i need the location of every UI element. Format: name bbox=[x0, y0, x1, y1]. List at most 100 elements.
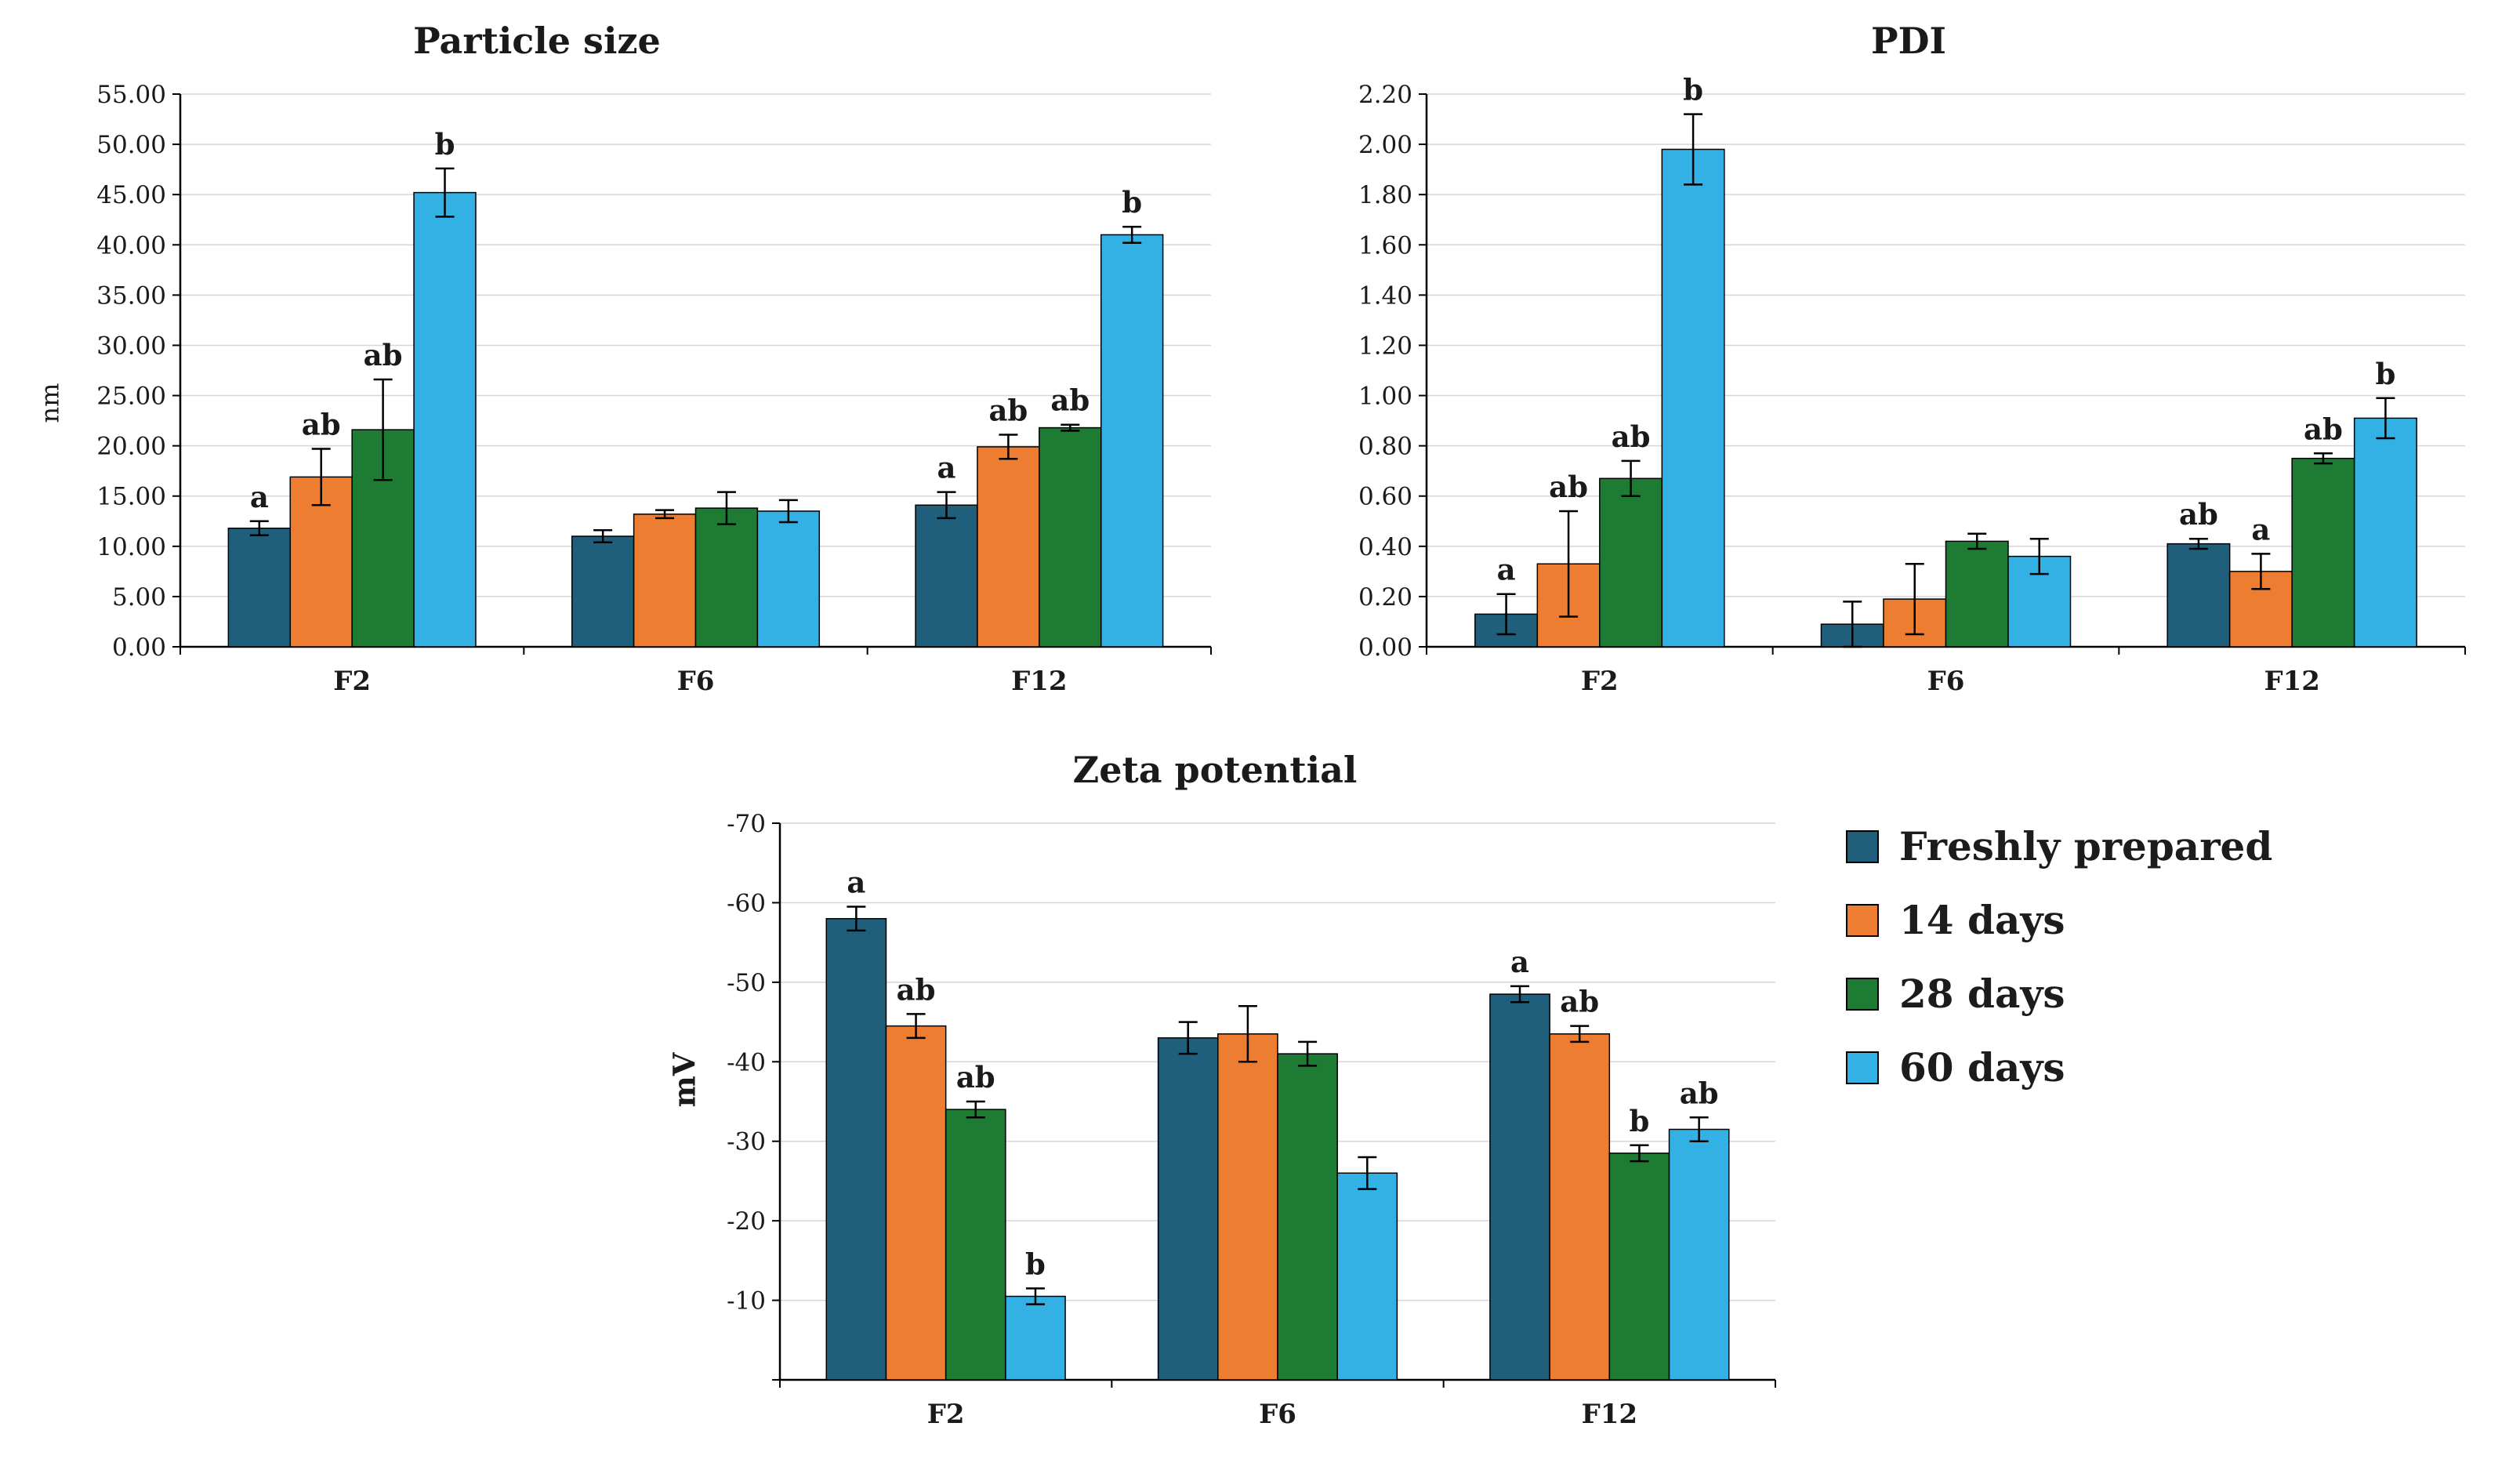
significance-letter: ab bbox=[956, 1060, 995, 1094]
significance-letter: b bbox=[435, 127, 455, 162]
zeta-potential-y-axis-label: mV bbox=[666, 1052, 702, 1108]
y-tick-label: 40.00 bbox=[96, 231, 166, 260]
y-tick-label: 0.40 bbox=[1358, 533, 1412, 561]
y-tick-label: 1.20 bbox=[1358, 332, 1412, 360]
legend-label: 14 days bbox=[1899, 897, 2065, 943]
bar bbox=[1039, 426, 1102, 648]
significance-letter: a bbox=[1497, 553, 1516, 587]
y-tick-label: 0.00 bbox=[1358, 633, 1412, 662]
bar bbox=[825, 917, 887, 1381]
category-label: F12 bbox=[1582, 1399, 1637, 1430]
bar bbox=[1277, 1053, 1338, 1381]
category-label: F6 bbox=[1259, 1399, 1296, 1430]
y-tick-label: 2.00 bbox=[1358, 131, 1412, 159]
y-tick-label: 50.00 bbox=[96, 131, 166, 159]
y-tick-label: 0.60 bbox=[1358, 483, 1412, 511]
zeta-potential-chart: Zeta potential -10 -20 -30 -40 -50 -60 -70 F2 F6… bbox=[651, 741, 1818, 1462]
y-tick-label: -60 bbox=[727, 889, 766, 917]
bar bbox=[1489, 993, 1550, 1381]
significance-letter: ab bbox=[1680, 1076, 1719, 1110]
bar bbox=[1661, 148, 1725, 648]
legend-item-60-days: 60 days bbox=[1846, 1048, 2272, 1087]
y-tick-label: 10.00 bbox=[96, 533, 166, 561]
legend-label: 28 days bbox=[1899, 971, 2065, 1017]
significance-letter: ab bbox=[1050, 383, 1090, 418]
y-tick-label: 35.00 bbox=[96, 281, 166, 310]
y-tick-label: -70 bbox=[727, 810, 766, 838]
category-label: F12 bbox=[1011, 666, 1067, 697]
zeta-potential-chart-title: Zeta potential bbox=[1072, 749, 1358, 791]
significance-letter: b bbox=[1629, 1104, 1649, 1138]
bar bbox=[1005, 1295, 1066, 1381]
y-tick-label: -20 bbox=[727, 1207, 766, 1236]
significance-letter: ab bbox=[2304, 412, 2343, 446]
significance-letter: b bbox=[1025, 1247, 1046, 1281]
y-tick-label: 15.00 bbox=[96, 483, 166, 511]
category-label: F2 bbox=[1581, 666, 1619, 697]
legend-swatch-freshly-prepared bbox=[1846, 830, 1879, 863]
legend-swatch-14-days bbox=[1846, 904, 1879, 937]
significance-letter: ab bbox=[1560, 985, 1599, 1019]
significance-letter: ab bbox=[897, 972, 936, 1007]
significance-letter: b bbox=[1683, 73, 1703, 107]
bar bbox=[1217, 1033, 1278, 1381]
bar bbox=[756, 510, 821, 648]
bar bbox=[885, 1025, 947, 1381]
significance-letter: ab bbox=[364, 338, 403, 372]
legend-swatch-28-days bbox=[1846, 978, 1879, 1011]
y-tick-label: 20.00 bbox=[96, 433, 166, 461]
y-tick-label: 0.20 bbox=[1358, 583, 1412, 612]
y-tick-label: 30.00 bbox=[96, 332, 166, 360]
chart-svg: 0.00 0.20 0.40 0.60 0.80 1.00 1.20 1.40 1.60 1.80… bbox=[1358, 73, 2466, 697]
y-tick-label: 55.00 bbox=[96, 81, 166, 109]
legend-item-14-days: 14 days bbox=[1846, 901, 2272, 940]
y-tick-label: 45.00 bbox=[96, 181, 166, 209]
legend-swatch-60-days bbox=[1846, 1051, 1879, 1084]
bar bbox=[571, 535, 635, 648]
y-tick-label: 2.20 bbox=[1358, 81, 1412, 109]
category-label: F6 bbox=[677, 666, 715, 697]
bar bbox=[1599, 477, 1663, 648]
bar bbox=[633, 514, 697, 648]
bar bbox=[945, 1109, 1006, 1381]
category-label: F2 bbox=[333, 666, 371, 697]
legend-label: Freshly prepared bbox=[1899, 823, 2273, 869]
bar bbox=[694, 507, 759, 648]
bar bbox=[1945, 540, 2009, 648]
bar bbox=[413, 191, 477, 648]
y-tick-label: 25.00 bbox=[96, 383, 166, 411]
bar bbox=[2166, 543, 2231, 648]
bar bbox=[227, 527, 292, 648]
category-label: F2 bbox=[927, 1399, 965, 1430]
bar bbox=[1549, 1033, 1611, 1381]
chart-svg: 0.00 5.00 10.00 15.00 20.00 25.00 30.00 35.00 40… bbox=[96, 81, 1212, 697]
legend-item-28-days: 28 days bbox=[1846, 975, 2272, 1014]
significance-letter: ab bbox=[988, 394, 1028, 428]
bar bbox=[1668, 1128, 1730, 1381]
y-tick-label: -10 bbox=[727, 1287, 766, 1316]
y-tick-label: 0.80 bbox=[1358, 433, 1412, 461]
bar bbox=[915, 504, 978, 648]
significance-letter: a bbox=[937, 451, 955, 485]
significance-letter: a bbox=[1510, 945, 1529, 979]
y-tick-label: -30 bbox=[727, 1128, 766, 1156]
significance-letter: ab bbox=[1612, 419, 1651, 454]
bar bbox=[1100, 234, 1164, 648]
bar bbox=[1608, 1152, 1670, 1381]
category-label: F12 bbox=[2264, 666, 2319, 697]
pdi-chart-title: PDI bbox=[1871, 20, 1946, 62]
bar bbox=[2353, 417, 2417, 648]
y-tick-label: 1.60 bbox=[1358, 231, 1412, 260]
y-tick-label: 1.00 bbox=[1358, 383, 1412, 411]
particle-size-chart-title: Particle size bbox=[413, 20, 661, 62]
particle-size-y-axis-label: nm bbox=[34, 383, 65, 423]
bar bbox=[1157, 1037, 1219, 1381]
legend: Freshly prepared 14 days 28 days 60 days bbox=[1846, 827, 2272, 1087]
pdi-chart: PDI 0.00 0.20 0.40 0.60 0.80 1.00 1.20 1.40 1.60… bbox=[1293, 8, 2504, 721]
y-tick-label: -40 bbox=[727, 1048, 766, 1076]
y-tick-label: 0.00 bbox=[112, 633, 166, 662]
legend-item-freshly-prepared: Freshly prepared bbox=[1846, 827, 2272, 866]
particle-size-chart: Particle size 0.00 5.00 10.00 15.00 20.00 25.… bbox=[39, 8, 1246, 721]
significance-letter: b bbox=[2375, 357, 2395, 391]
bar bbox=[977, 446, 1040, 648]
